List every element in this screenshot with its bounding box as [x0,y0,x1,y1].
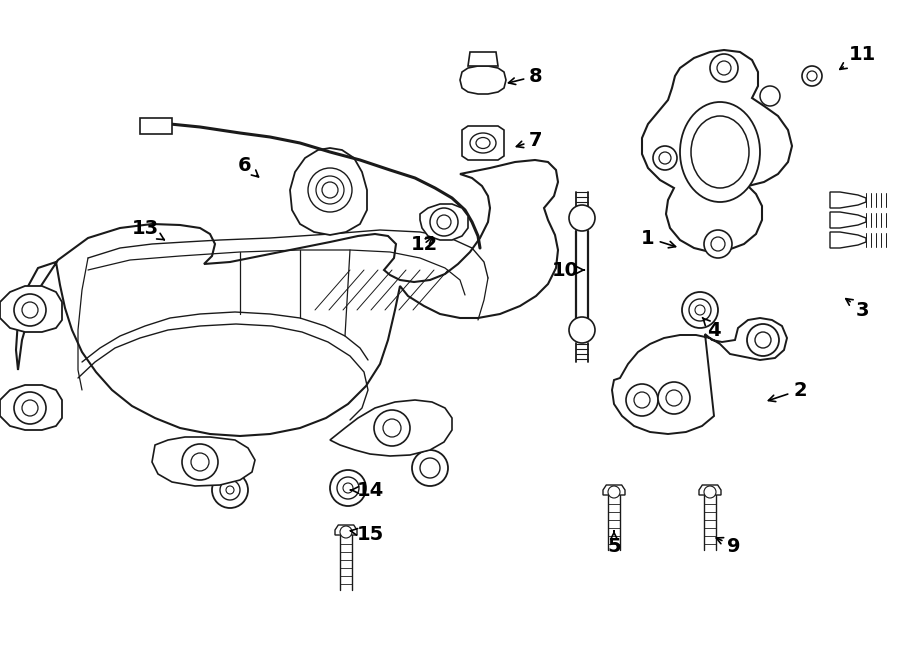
Circle shape [337,477,359,499]
Circle shape [22,400,38,416]
Polygon shape [462,126,504,160]
Circle shape [569,317,595,343]
Circle shape [374,410,410,446]
Circle shape [682,292,718,328]
Circle shape [182,444,218,480]
Polygon shape [335,525,357,535]
Circle shape [689,299,711,321]
Circle shape [711,237,725,251]
Polygon shape [420,204,468,240]
Circle shape [383,419,401,437]
Circle shape [343,483,353,493]
Text: 11: 11 [840,44,876,70]
Text: 2: 2 [769,381,806,402]
Circle shape [412,450,448,486]
Text: 4: 4 [702,318,721,340]
Circle shape [220,480,240,500]
Text: 7: 7 [517,130,543,150]
Circle shape [802,66,822,86]
Text: 13: 13 [131,218,165,240]
Polygon shape [603,485,625,495]
Circle shape [717,61,731,75]
Circle shape [755,332,771,348]
Ellipse shape [691,116,749,188]
Polygon shape [330,400,452,456]
Circle shape [191,453,209,471]
Circle shape [710,54,738,82]
Circle shape [322,182,338,198]
Circle shape [747,324,779,356]
Circle shape [807,71,817,81]
Polygon shape [830,212,866,228]
Polygon shape [468,52,498,66]
Polygon shape [612,318,787,434]
Circle shape [420,458,440,478]
Text: 5: 5 [608,531,621,555]
Text: 8: 8 [508,66,543,85]
Polygon shape [460,66,506,94]
Circle shape [704,486,716,498]
Polygon shape [0,286,62,332]
Circle shape [760,86,780,106]
FancyBboxPatch shape [140,118,172,134]
Text: 14: 14 [351,481,383,500]
Circle shape [437,215,451,229]
Ellipse shape [476,138,490,148]
Text: 3: 3 [846,299,868,320]
Text: 6: 6 [238,156,258,177]
Circle shape [704,230,732,258]
Text: 9: 9 [716,536,741,555]
Text: 12: 12 [410,234,437,254]
Circle shape [608,486,620,498]
Ellipse shape [680,102,760,202]
Circle shape [22,302,38,318]
Circle shape [14,392,46,424]
Circle shape [659,152,671,164]
Circle shape [653,146,677,170]
Circle shape [569,205,595,231]
Circle shape [340,526,352,538]
Polygon shape [290,148,367,235]
Polygon shape [830,232,866,248]
Polygon shape [16,160,558,436]
Polygon shape [0,385,62,430]
Circle shape [430,208,458,236]
Circle shape [695,305,705,315]
Circle shape [658,382,690,414]
Ellipse shape [308,168,352,212]
Polygon shape [642,50,792,252]
Text: 1: 1 [641,228,676,248]
Polygon shape [152,437,255,486]
Ellipse shape [470,133,496,153]
Circle shape [634,392,650,408]
Circle shape [226,486,234,494]
Polygon shape [699,485,721,495]
Circle shape [212,472,248,508]
Circle shape [14,294,46,326]
Text: 10: 10 [552,261,584,279]
Ellipse shape [316,176,344,204]
Polygon shape [830,192,866,208]
Circle shape [626,384,658,416]
Circle shape [666,390,682,406]
Circle shape [330,470,366,506]
Text: 15: 15 [350,524,383,544]
